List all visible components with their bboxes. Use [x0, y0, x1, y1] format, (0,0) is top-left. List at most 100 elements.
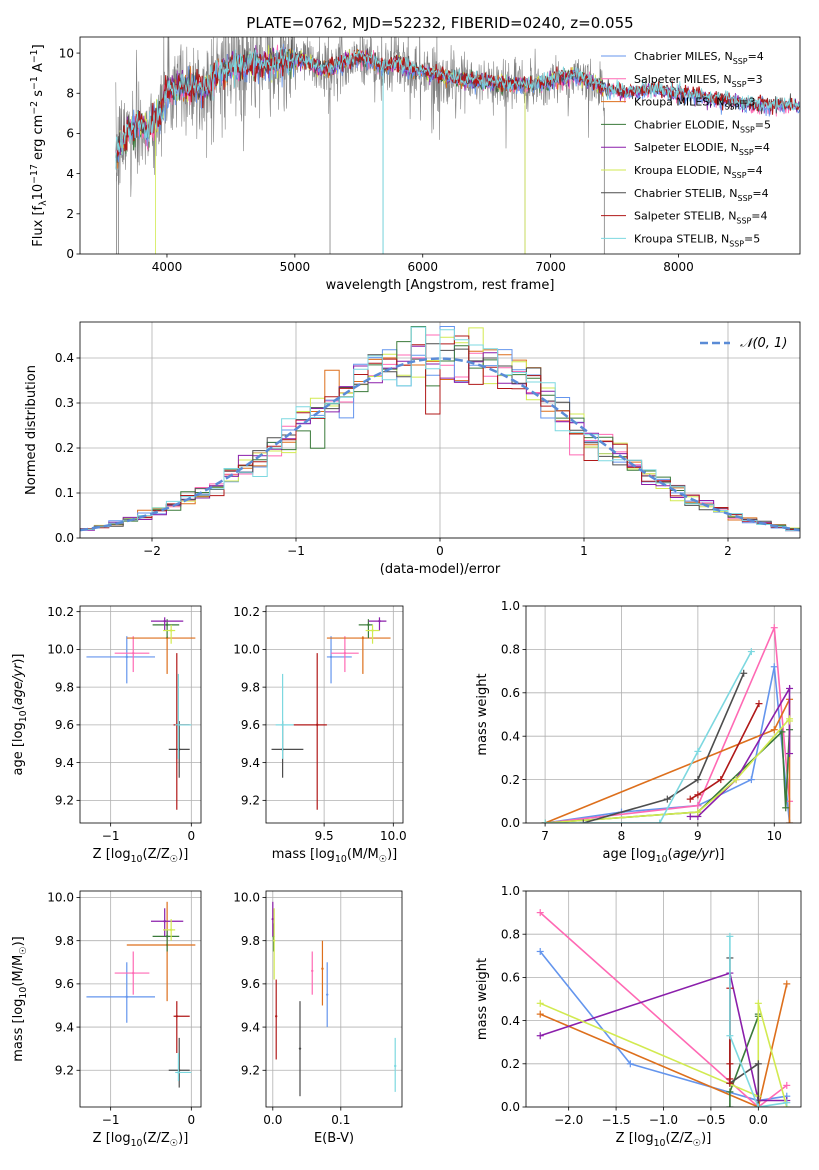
y-tick-label: 6: [66, 127, 74, 141]
errorbar-point: [163, 624, 176, 644]
errorbar-point: [114, 951, 150, 995]
point-marker: [275, 1015, 278, 1018]
text-run: ☉: [379, 854, 387, 865]
text-run: SSP: [732, 171, 747, 180]
plot-area: [115, 37, 800, 254]
errorbar-point: [173, 1001, 190, 1053]
ticks: −1 0 9.2 9.4 9.6 9.8 10.0 10.2: [47, 605, 195, 843]
x-axis-label: (data-model)/error: [380, 562, 501, 577]
axes-mass-vs-Z: −1 09.29.49.69.810.0Z [log10(Z/Z☉)]mass […: [11, 890, 202, 1149]
errorbar-point: [163, 919, 176, 941]
x-tick-label: 0.0: [749, 1113, 768, 1127]
frame: [79, 605, 202, 824]
text-run: =4: [754, 141, 770, 154]
grid: [526, 605, 801, 824]
series-line: [539, 972, 787, 1102]
point-marker: [367, 623, 370, 627]
y-tick-label: 0.6: [501, 971, 520, 985]
text-run: −17: [29, 164, 40, 184]
x-tick-label: −1: [102, 1113, 120, 1127]
legend-label: 𝒩(0, 1): [740, 336, 787, 351]
series-line: [539, 950, 787, 1102]
series-line-group: [541, 648, 755, 823]
x-tick-label: −1.5: [602, 1113, 631, 1127]
x-axis-label: Z [log10(Z/Z☉)]: [616, 1131, 712, 1149]
text-run: (Z/Z: [143, 847, 170, 862]
x-tick-label: −1: [287, 544, 305, 558]
y-tick-label: 0.2: [501, 773, 520, 787]
y-axis-label: mass weight: [475, 958, 490, 1040]
errorbar-point: [175, 673, 192, 759]
frame: [265, 605, 404, 824]
text-run: E(B-V): [314, 1131, 354, 1146]
errorbar-point: [86, 636, 156, 684]
y-tick-label: 10.0: [47, 643, 74, 657]
text-run: =4: [748, 50, 764, 63]
text-run: s: [31, 90, 46, 101]
text-run: SSP: [738, 194, 753, 203]
errorbar-point: [126, 636, 196, 674]
series-line: [689, 703, 760, 800]
series-line-group: [726, 932, 791, 1107]
errorbar-point: [331, 636, 359, 673]
point-marker: [361, 636, 365, 640]
point-marker: [281, 723, 284, 727]
text-run: SSP: [736, 217, 751, 226]
axes-residuals: −2 −1 0 1 2 0.0 0.1 0.2 0.3 0.4 (data-model)/error…: [24, 321, 801, 577]
point-marker: [329, 655, 333, 659]
x-tick-label: 7: [541, 829, 549, 843]
grid: [80, 606, 201, 823]
text-run: SSP: [729, 239, 744, 248]
x-tick-label: 9: [694, 829, 702, 843]
text-run: Salpeter ELODIE, N: [634, 141, 739, 154]
text-run: age/yr: [11, 662, 26, 705]
y-tick-label: 9.8: [55, 934, 74, 948]
x-tick-label: 2: [724, 544, 732, 558]
text-run: =3: [746, 73, 762, 86]
series-line-group: [541, 726, 794, 823]
errorbar-point: [114, 636, 150, 673]
errorbar-point: [368, 617, 387, 631]
histogram-series: [80, 335, 800, 530]
text-run: )]: [701, 1131, 711, 1146]
series-line: [729, 936, 787, 1107]
text-run: 10: [31, 184, 46, 201]
text-run: )]: [11, 936, 26, 946]
errorbar-point: [275, 979, 278, 1060]
axes-spectrum: 4000 5000 6000 7000 8000 0 2 4 6 8 10 wavelength [A…: [29, 36, 801, 293]
text-run: =4: [751, 210, 767, 223]
text-run: ☉: [170, 854, 178, 865]
series-line: [583, 672, 745, 823]
spectrum-model-line: [115, 49, 800, 157]
grid: [526, 890, 801, 1108]
axes-frame: [525, 605, 802, 824]
legend-label: Chabrier ELODIE, NSSP=5: [634, 118, 771, 134]
plot-area: [536, 909, 791, 1107]
x-axis-label: Z [log10(Z/Z☉)]: [93, 847, 189, 865]
y-tick-label: 10.2: [233, 605, 260, 619]
legend-label: Chabrier STELIB, NSSP=4: [634, 187, 769, 203]
series-line: [544, 698, 791, 823]
text-run: SSP: [732, 80, 747, 89]
series-line-group: [579, 669, 748, 823]
legend-label: Kroupa MILES, NSSP=3: [634, 96, 755, 112]
text-run: SSP: [724, 103, 739, 112]
x-tick-label: 6000: [407, 260, 438, 274]
y-tick-label: 0.0: [501, 816, 520, 830]
errorbar-point: [293, 653, 327, 810]
text-run: ☉: [693, 1138, 701, 1149]
text-run: (data-model)/error: [380, 562, 501, 577]
point-marker: [311, 969, 314, 973]
y-tick-label: 9.2: [241, 794, 260, 808]
point-marker: [271, 917, 274, 921]
text-run: )]: [11, 653, 26, 663]
y-tick-label: 9.4: [55, 756, 74, 770]
plot-area: [86, 901, 196, 1088]
point-marker: [371, 629, 374, 632]
errorbar-point: [168, 1037, 190, 1088]
text-run: Flux [f: [31, 205, 46, 246]
text-run: λ: [38, 200, 49, 206]
text-run: Z [log: [93, 847, 131, 862]
errorbar-point: [275, 673, 294, 759]
